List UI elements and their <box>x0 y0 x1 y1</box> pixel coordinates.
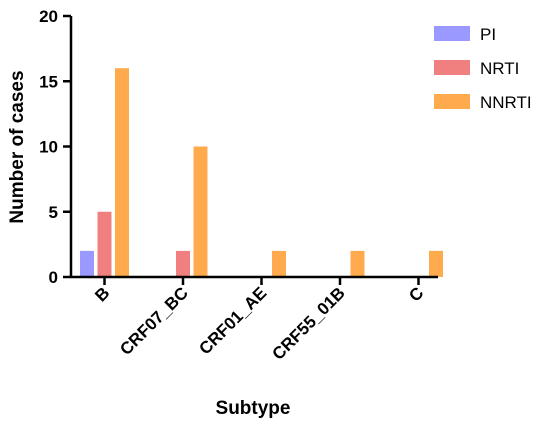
legend-label-pi: PI <box>480 25 496 44</box>
legend-swatch-pi <box>434 26 470 41</box>
y-ticks-group: 0 5 10 15 20 <box>39 7 58 287</box>
x-tick-label: C <box>405 283 427 305</box>
x-tick-label: CRF55_01B <box>269 283 349 363</box>
y-axis-title: Number of cases <box>7 70 28 223</box>
y-tick-label: 15 <box>39 72 58 91</box>
legend-swatch-nrti <box>434 60 470 75</box>
legend: PI NRTI NNRTI <box>434 25 532 112</box>
axes-group <box>63 14 438 285</box>
y-tick-label: 20 <box>39 7 58 26</box>
bar-nnrti-crf07-bc <box>193 146 208 277</box>
legend-label-nrti: NRTI <box>480 59 519 78</box>
x-tick-label: CRF07_BC <box>116 283 192 359</box>
bars-group <box>80 68 443 277</box>
bar-nnrti-c <box>429 250 443 277</box>
bar-nnrti-crf55-01b <box>350 250 365 277</box>
bar-nnrti-b <box>115 68 129 277</box>
legend-label-nnrti: NNRTI <box>480 93 532 112</box>
x-tick-label: CRF01_AE <box>195 283 270 358</box>
y-tick-label: 10 <box>39 138 58 157</box>
legend-swatch-nnrti <box>434 94 470 109</box>
x-tick-label: B <box>91 283 113 305</box>
y-tick-label: 0 <box>49 268 58 287</box>
bar-nrti-b <box>97 211 112 277</box>
y-tick-label: 5 <box>49 203 58 222</box>
bar-nnrti-crf01-ae <box>272 250 286 277</box>
bar-pi-b <box>80 250 94 277</box>
x-axis-title: Subtype <box>216 398 291 419</box>
bar-nrti-crf07-bc <box>176 250 190 277</box>
